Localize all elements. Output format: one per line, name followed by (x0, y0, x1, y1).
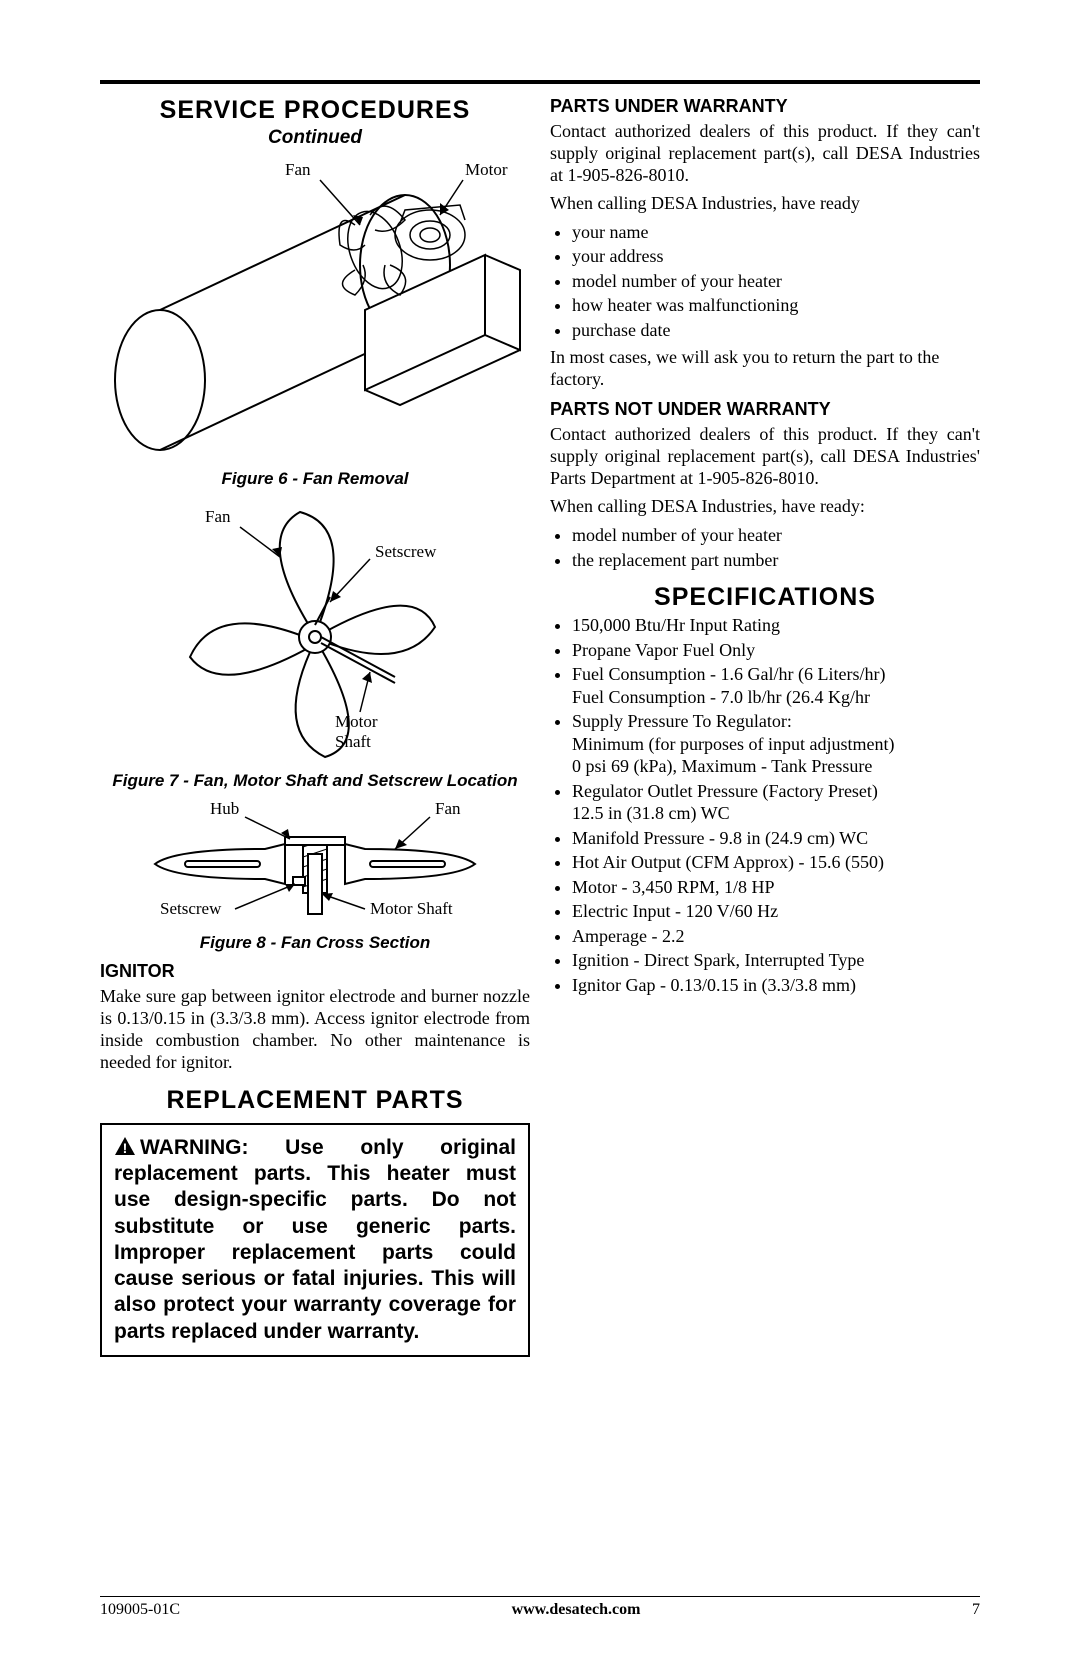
fig7-motorshaft-label-2: Shaft (335, 732, 371, 751)
list-item: Ignition - Direct Spark, Interrupted Typ… (572, 949, 980, 972)
parts-not-p2: When calling DESA Industries, have ready… (550, 496, 980, 518)
figure-6: Fan Motor Figure 6 - Fan Removal (100, 155, 530, 489)
list-item: Electric Input - 120 V/60 Hz (572, 900, 980, 923)
list-item: Manifold Pressure - 9.8 in (24.9 cm) WC (572, 827, 980, 850)
fig8-hub-label: Hub (210, 799, 239, 818)
footer-doc-id: 109005-01C (100, 1601, 180, 1619)
continued-label: Continued (100, 127, 530, 149)
figure-8-caption: Figure 8 - Fan Cross Section (100, 933, 530, 953)
parts-not-bullets: model number of your heaterthe replaceme… (572, 524, 980, 571)
fan-motor-shaft-illustration: Fan Setscrew Motor Shaft (135, 497, 495, 767)
footer-url: www.desatech.com (512, 1601, 641, 1619)
content-columns: SERVICE PROCEDURES Continued (100, 96, 980, 1357)
list-item: the replacement part number (572, 549, 980, 572)
parts-under-p2: When calling DESA Industries, have ready (550, 193, 980, 215)
list-item: how heater was malfunctioning (572, 294, 980, 317)
svg-text:!: ! (123, 1140, 128, 1156)
fan-cross-section-illustration: Hub Fan Setscrew Motor Shaft (115, 799, 515, 929)
parts-not-under-warranty-heading: PARTS NOT UNDER WARRANTY (550, 399, 980, 420)
list-item: Supply Pressure To Regulator: Minimum (f… (572, 710, 980, 778)
warning-box: ! WARNING: Use only original replacement… (100, 1123, 530, 1357)
list-item: Amperage - 2.2 (572, 925, 980, 948)
replacement-parts-heading: REPLACEMENT PARTS (100, 1086, 530, 1115)
list-item: Fuel Consumption - 1.6 Gal/hr (6 Liters/… (572, 663, 980, 708)
fig8-motorshaft-label: Motor Shaft (370, 899, 453, 918)
parts-not-p1: Contact authorized dealers of this produ… (550, 424, 980, 490)
fig6-fan-label: Fan (285, 160, 311, 179)
left-column: SERVICE PROCEDURES Continued (100, 96, 530, 1357)
fig7-motorshaft-label-1: Motor (335, 712, 378, 731)
list-item: Hot Air Output (CFM Approx) - 15.6 (550) (572, 851, 980, 874)
fig8-fan-label: Fan (435, 799, 461, 818)
service-procedures-heading: SERVICE PROCEDURES (100, 96, 530, 125)
fan-removal-illustration: Fan Motor (105, 155, 525, 465)
list-item: Regulator Outlet Pressure (Factory Prese… (572, 780, 980, 825)
list-item: Ignitor Gap - 0.13/0.15 in (3.3/3.8 mm) (572, 974, 980, 997)
parts-under-p1: Contact authorized dealers of this produ… (550, 121, 980, 187)
list-item: Motor - 3,450 RPM, 1/8 HP (572, 876, 980, 899)
fig7-fan-label: Fan (205, 507, 231, 526)
footer-page-number: 7 (972, 1601, 980, 1619)
top-rule (100, 80, 980, 84)
list-item: your name (572, 221, 980, 244)
fig8-setscrew-label: Setscrew (160, 899, 222, 918)
ignitor-heading: IGNITOR (100, 961, 530, 982)
figure-7-caption: Figure 7 - Fan, Motor Shaft and Setscrew… (100, 771, 530, 791)
ignitor-body: Make sure gap between ignitor electrode … (100, 986, 530, 1074)
list-item: model number of your heater (572, 270, 980, 293)
specifications-bullets: 150,000 Btu/Hr Input RatingPropane Vapor… (572, 614, 980, 996)
list-item: 150,000 Btu/Hr Input Rating (572, 614, 980, 637)
warning-icon: ! (114, 1136, 136, 1156)
warning-content: WARNING: Use only original replacement p… (114, 1136, 516, 1343)
figure-8: Hub Fan Setscrew Motor Shaft Figure 8 - … (100, 799, 530, 953)
warning-text: ! WARNING: Use only original replacement… (114, 1135, 516, 1345)
list-item: Propane Vapor Fuel Only (572, 639, 980, 662)
figure-7: Fan Setscrew Motor Shaft Figure 7 - Fan,… (100, 497, 530, 791)
fig7-setscrew-label: Setscrew (375, 542, 437, 561)
fig6-motor-label: Motor (465, 160, 508, 179)
figure-6-caption: Figure 6 - Fan Removal (100, 469, 530, 489)
right-column: PARTS UNDER WARRANTY Contact authorized … (550, 96, 980, 1357)
parts-under-p3: In most cases, we will ask you to return… (550, 347, 980, 391)
page-footer: 109005-01C www.desatech.com 7 (100, 1596, 980, 1619)
list-item: model number of your heater (572, 524, 980, 547)
list-item: your address (572, 245, 980, 268)
list-item: purchase date (572, 319, 980, 342)
parts-under-bullets: your nameyour addressmodel number of you… (572, 221, 980, 342)
specifications-heading: SPECIFICATIONS (550, 583, 980, 612)
parts-under-warranty-heading: PARTS UNDER WARRANTY (550, 96, 980, 117)
